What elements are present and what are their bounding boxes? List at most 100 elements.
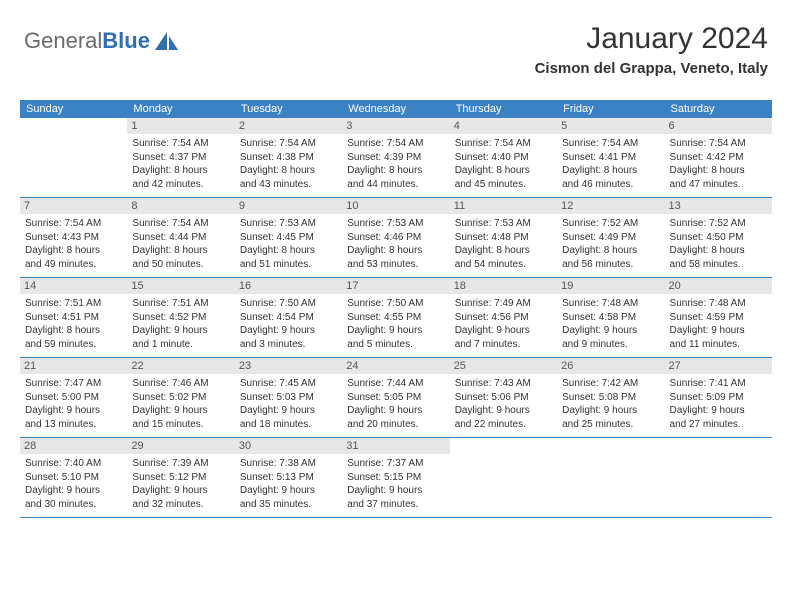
info-daylight1: Daylight: 8 hours <box>25 244 122 258</box>
weekday-thu: Thursday <box>450 100 557 118</box>
info-sunrise: Sunrise: 7:44 AM <box>347 377 444 391</box>
weekday-fri: Friday <box>557 100 664 118</box>
weekday-tue: Tuesday <box>235 100 342 118</box>
info-daylight1: Daylight: 9 hours <box>132 324 229 338</box>
info-daylight1: Daylight: 9 hours <box>240 484 337 498</box>
day-info: Sunrise: 7:52 AMSunset: 4:50 PMDaylight:… <box>670 217 767 271</box>
info-sunset: Sunset: 4:56 PM <box>455 311 552 325</box>
day-number: 31 <box>342 438 449 454</box>
day-number: 14 <box>20 278 127 294</box>
info-daylight1: Daylight: 9 hours <box>132 484 229 498</box>
info-sunrise: Sunrise: 7:54 AM <box>132 217 229 231</box>
info-daylight1: Daylight: 8 hours <box>240 164 337 178</box>
info-daylight1: Daylight: 9 hours <box>670 324 767 338</box>
day-number: 26 <box>557 358 664 374</box>
info-sunset: Sunset: 4:39 PM <box>347 151 444 165</box>
day-info: Sunrise: 7:54 AMSunset: 4:39 PMDaylight:… <box>347 137 444 191</box>
day-cell: 6Sunrise: 7:54 AMSunset: 4:42 PMDaylight… <box>665 118 772 197</box>
day-info: Sunrise: 7:45 AMSunset: 5:03 PMDaylight:… <box>240 377 337 431</box>
calendar: Sunday Monday Tuesday Wednesday Thursday… <box>20 100 772 518</box>
info-daylight1: Daylight: 9 hours <box>25 404 122 418</box>
info-sunrise: Sunrise: 7:53 AM <box>347 217 444 231</box>
day-cell: 28Sunrise: 7:40 AMSunset: 5:10 PMDayligh… <box>20 438 127 517</box>
info-sunset: Sunset: 4:41 PM <box>562 151 659 165</box>
info-daylight2: and 11 minutes. <box>670 338 767 352</box>
day-cell: 7Sunrise: 7:54 AMSunset: 4:43 PMDaylight… <box>20 198 127 277</box>
info-sunset: Sunset: 5:03 PM <box>240 391 337 405</box>
info-daylight2: and 1 minute. <box>132 338 229 352</box>
day-number: 30 <box>235 438 342 454</box>
info-sunset: Sunset: 4:40 PM <box>455 151 552 165</box>
logo-text-1: General <box>24 28 102 54</box>
day-info: Sunrise: 7:54 AMSunset: 4:38 PMDaylight:… <box>240 137 337 191</box>
logo-sail-icon <box>154 30 180 52</box>
day-info: Sunrise: 7:53 AMSunset: 4:45 PMDaylight:… <box>240 217 337 271</box>
info-daylight2: and 53 minutes. <box>347 258 444 272</box>
day-number: 12 <box>557 198 664 214</box>
info-daylight1: Daylight: 8 hours <box>132 164 229 178</box>
week-row: 1Sunrise: 7:54 AMSunset: 4:37 PMDaylight… <box>20 118 772 198</box>
day-info: Sunrise: 7:44 AMSunset: 5:05 PMDaylight:… <box>347 377 444 431</box>
info-sunset: Sunset: 5:09 PM <box>670 391 767 405</box>
day-info: Sunrise: 7:53 AMSunset: 4:46 PMDaylight:… <box>347 217 444 271</box>
day-number: 19 <box>557 278 664 294</box>
day-cell: 26Sunrise: 7:42 AMSunset: 5:08 PMDayligh… <box>557 358 664 437</box>
info-sunset: Sunset: 4:44 PM <box>132 231 229 245</box>
info-daylight2: and 50 minutes. <box>132 258 229 272</box>
info-sunset: Sunset: 4:55 PM <box>347 311 444 325</box>
info-daylight2: and 32 minutes. <box>132 498 229 512</box>
info-sunrise: Sunrise: 7:52 AM <box>670 217 767 231</box>
info-daylight1: Daylight: 8 hours <box>670 244 767 258</box>
info-daylight2: and 54 minutes. <box>455 258 552 272</box>
day-info: Sunrise: 7:50 AMSunset: 4:54 PMDaylight:… <box>240 297 337 351</box>
day-cell: 10 Sunrise: 7:53 AMSunset: 4:46 PMDayligh… <box>342 198 449 277</box>
week-row: 7Sunrise: 7:54 AMSunset: 4:43 PMDaylight… <box>20 198 772 278</box>
day-cell: 20Sunrise: 7:48 AMSunset: 4:59 PMDayligh… <box>665 278 772 357</box>
info-daylight2: and 22 minutes. <box>455 418 552 432</box>
day-cell <box>665 438 772 517</box>
info-daylight2: and 44 minutes. <box>347 178 444 192</box>
info-sunrise: Sunrise: 7:50 AM <box>240 297 337 311</box>
info-sunset: Sunset: 5:02 PM <box>132 391 229 405</box>
day-cell: 29Sunrise: 7:39 AMSunset: 5:12 PMDayligh… <box>127 438 234 517</box>
day-number: 27 <box>665 358 772 374</box>
info-daylight1: Daylight: 8 hours <box>347 164 444 178</box>
info-daylight1: Daylight: 9 hours <box>347 484 444 498</box>
day-info: Sunrise: 7:38 AMSunset: 5:13 PMDaylight:… <box>240 457 337 511</box>
info-daylight1: Daylight: 9 hours <box>132 404 229 418</box>
day-info: Sunrise: 7:41 AMSunset: 5:09 PMDaylight:… <box>670 377 767 431</box>
weekday-mon: Monday <box>127 100 234 118</box>
info-daylight2: and 59 minutes. <box>25 338 122 352</box>
info-daylight1: Daylight: 9 hours <box>240 324 337 338</box>
day-cell: 15Sunrise: 7:51 AMSunset: 4:52 PMDayligh… <box>127 278 234 357</box>
info-daylight1: Daylight: 9 hours <box>240 404 337 418</box>
info-daylight2: and 7 minutes. <box>455 338 552 352</box>
info-daylight2: and 37 minutes. <box>347 498 444 512</box>
day-cell: 22Sunrise: 7:46 AMSunset: 5:02 PMDayligh… <box>127 358 234 437</box>
day-cell: 18Sunrise: 7:49 AMSunset: 4:56 PMDayligh… <box>450 278 557 357</box>
info-daylight2: and 20 minutes. <box>347 418 444 432</box>
info-sunrise: Sunrise: 7:39 AM <box>132 457 229 471</box>
info-daylight2: and 3 minutes. <box>240 338 337 352</box>
week-row: 28Sunrise: 7:40 AMSunset: 5:10 PMDayligh… <box>20 438 772 518</box>
info-daylight2: and 47 minutes. <box>670 178 767 192</box>
day-cell: 14Sunrise: 7:51 AMSunset: 4:51 PMDayligh… <box>20 278 127 357</box>
day-cell: 30 Sunrise: 7:38 AMSunset: 5:13 PMDayligh… <box>235 438 342 517</box>
info-sunrise: Sunrise: 7:51 AM <box>25 297 122 311</box>
day-info: Sunrise: 7:47 AMSunset: 5:00 PMDaylight:… <box>25 377 122 431</box>
day-number: 2 <box>235 118 342 134</box>
info-sunset: Sunset: 5:13 PM <box>240 471 337 485</box>
day-cell <box>20 118 127 197</box>
day-number: 17 <box>342 278 449 294</box>
info-sunrise: Sunrise: 7:54 AM <box>240 137 337 151</box>
day-cell <box>450 438 557 517</box>
info-sunrise: Sunrise: 7:51 AM <box>132 297 229 311</box>
day-number: 10 <box>342 198 449 214</box>
info-daylight1: Daylight: 8 hours <box>670 164 767 178</box>
day-info: Sunrise: 7:54 AMSunset: 4:43 PMDaylight:… <box>25 217 122 271</box>
info-daylight2: and 30 minutes. <box>25 498 122 512</box>
info-sunrise: Sunrise: 7:42 AM <box>562 377 659 391</box>
info-daylight1: Daylight: 8 hours <box>25 324 122 338</box>
weekday-header: Sunday Monday Tuesday Wednesday Thursday… <box>20 100 772 118</box>
day-number: 16 <box>235 278 342 294</box>
